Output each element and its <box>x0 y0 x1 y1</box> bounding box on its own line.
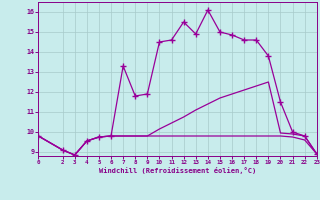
X-axis label: Windchill (Refroidissement éolien,°C): Windchill (Refroidissement éolien,°C) <box>99 167 256 174</box>
